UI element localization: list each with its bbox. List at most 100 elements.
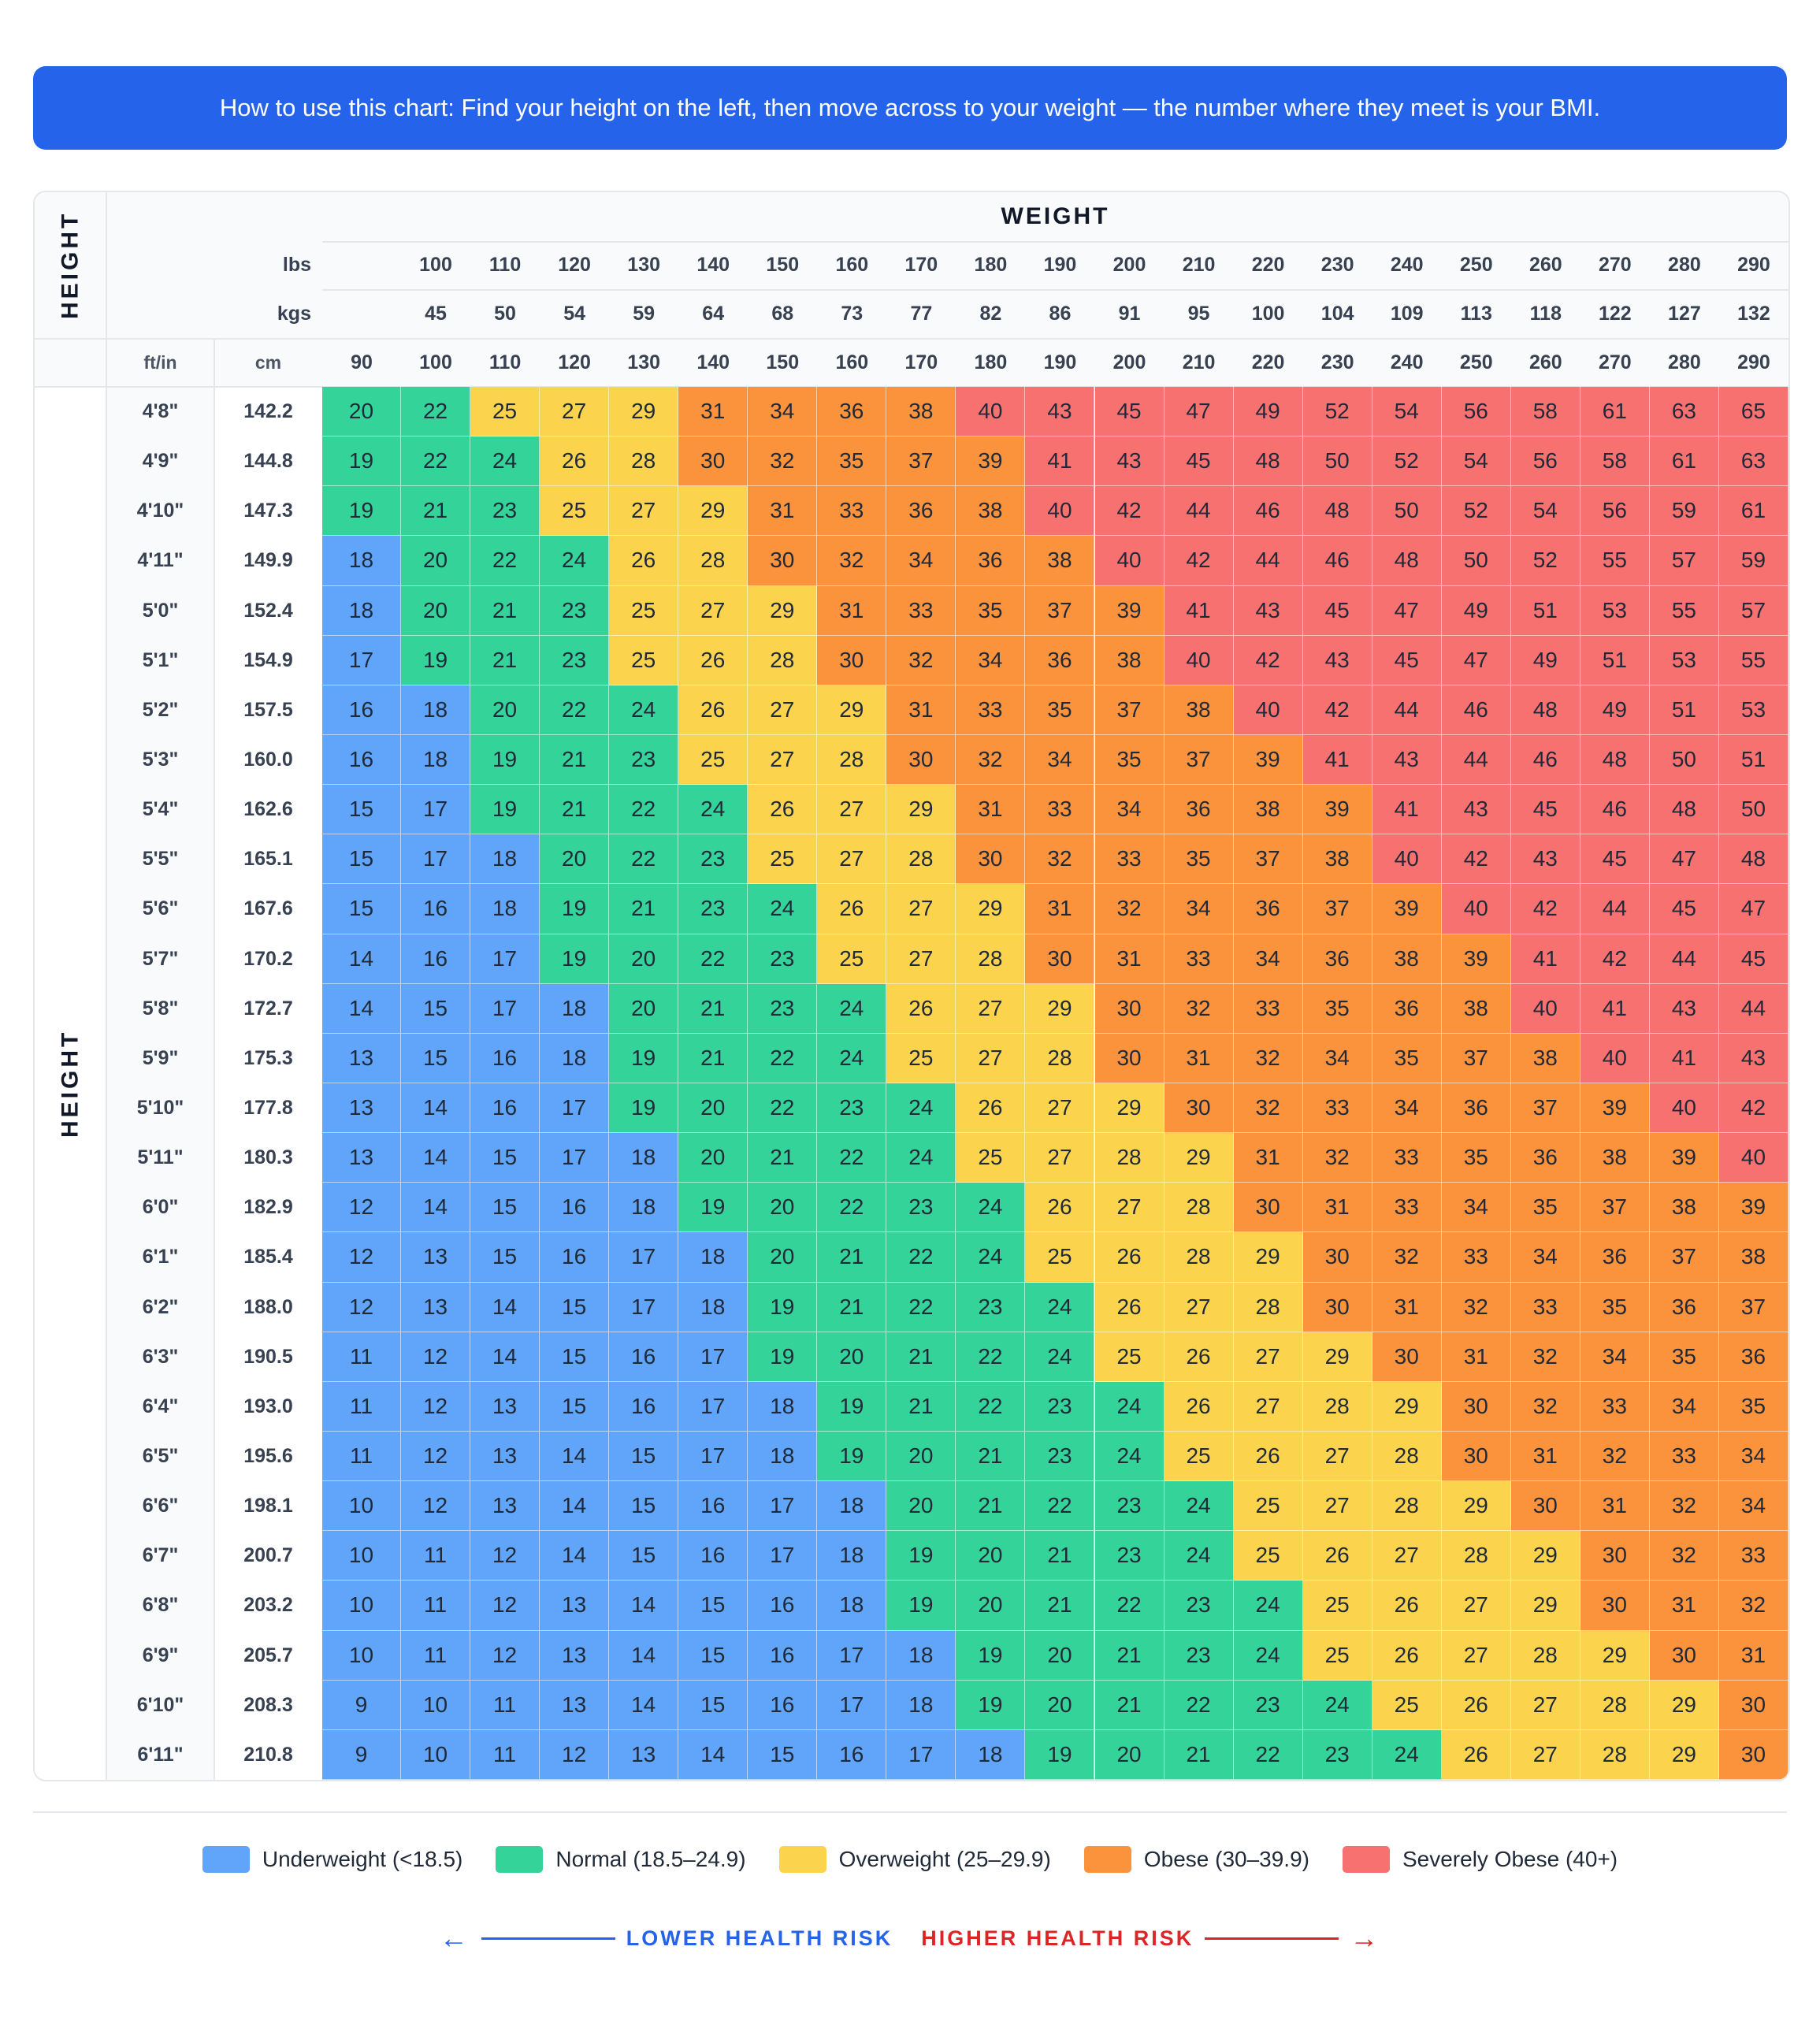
bmi-cell: 48 [1718, 834, 1788, 885]
bmi-cell: 29 [748, 585, 818, 636]
height-ftin-label: 5'8" [142, 997, 179, 1020]
weight-kgs-header: 127 [1668, 302, 1701, 325]
bmi-cell: 46 [1441, 685, 1511, 735]
bmi-cell: 22 [609, 834, 679, 885]
weight-kgs-header: 132 [1737, 302, 1770, 325]
bmi-cell: 28 [1164, 1232, 1234, 1283]
bmi-cell: 25 [609, 635, 679, 685]
bmi-cell: 25 [886, 1033, 956, 1083]
bmi-cell: 32 [1649, 1531, 1719, 1581]
legend-item: Severely Obese (40+) [1342, 1846, 1618, 1873]
bmi-cell: 16 [748, 1680, 818, 1730]
bmi-cell: 35 [1580, 1282, 1650, 1332]
bmi-cell: 33 [1510, 1282, 1580, 1332]
bmi-cell: 22 [956, 1332, 1026, 1382]
bmi-cell: 26 [1094, 1282, 1164, 1332]
bmi-cell: 37 [1649, 1232, 1719, 1283]
higher-risk-label: HIGHER HEALTH RISK [921, 1926, 1194, 1950]
bmi-cell: 17 [678, 1432, 748, 1482]
bmi-cell: 29 [1233, 1232, 1303, 1283]
height-cm-label: 154.9 [243, 648, 293, 671]
bmi-cell: 30 [886, 735, 956, 786]
weight-kgs-header: 95 [1187, 302, 1210, 325]
bmi-cell: 24 [886, 1083, 956, 1134]
bmi-cell: 54 [1372, 387, 1442, 437]
bmi-cell: 26 [1094, 1232, 1164, 1283]
bmi-cell: 18 [817, 1531, 887, 1581]
bmi-cell: 63 [1718, 436, 1788, 487]
bmi-cell: 19 [609, 1033, 679, 1083]
bmi-cell: 31 [1580, 1481, 1650, 1532]
bmi-cell: 52 [1372, 436, 1442, 487]
bmi-cell: 18 [470, 834, 540, 885]
bmi-cell: 20 [678, 1083, 748, 1134]
weight-lbs-header: 110 [488, 254, 522, 276]
bmi-cell: 31 [678, 387, 748, 437]
bmi-cell: 36 [817, 387, 887, 437]
bmi-cell: 22 [470, 536, 540, 586]
bmi-cell: 18 [470, 884, 540, 934]
bmi-cell: 24 [1233, 1581, 1303, 1631]
side-column-rule [106, 192, 107, 1780]
bmi-cell: 57 [1718, 585, 1788, 636]
bmi-cell: 37 [1164, 735, 1234, 786]
bmi-cell: 14 [401, 1183, 471, 1233]
bmi-cell: 32 [886, 635, 956, 685]
height-cm-label: 195.6 [243, 1445, 293, 1468]
bmi-cell: 52 [1302, 387, 1372, 437]
bmi-cell: 52 [1510, 536, 1580, 586]
height-cm-label: 160.0 [243, 748, 293, 771]
column-header: 240 [1390, 351, 1424, 373]
bmi-cell: 16 [609, 1381, 679, 1432]
bmi-cell: 14 [609, 1581, 679, 1631]
bmi-cell: 25 [1233, 1531, 1303, 1581]
bmi-cell: 13 [540, 1581, 610, 1631]
bmi-cell: 37 [886, 436, 956, 487]
bmi-cell: 36 [1025, 635, 1095, 685]
weight-kgs-header: 104 [1320, 302, 1354, 325]
bmi-cell: 26 [678, 685, 748, 735]
bmi-cell: 31 [886, 685, 956, 735]
bmi-cell: 35 [1025, 685, 1095, 735]
bmi-cell: 36 [1233, 884, 1303, 934]
bmi-cell: 14 [540, 1481, 610, 1532]
bmi-cell: 29 [1302, 1332, 1372, 1382]
bmi-grid: 20 22 25 27 29 31 34 36 38 40 43 45 47 49 52 54 56 58 61 63… [322, 387, 1788, 1780]
bmi-cell: 24 [678, 785, 748, 835]
bmi-cell: 40 [1372, 834, 1442, 885]
height-cm-label: 177.8 [243, 1097, 293, 1120]
bmi-cell: 25 [540, 486, 610, 537]
bmi-cell: 29 [609, 387, 679, 437]
bmi-cell: 33 [1164, 934, 1234, 984]
bmi-cell: 56 [1510, 436, 1580, 487]
height-ftin-label: 5'10" [136, 1097, 184, 1120]
bmi-cell: 21 [1025, 1531, 1095, 1581]
height-axis-title-top: HEIGHT [57, 210, 84, 320]
bmi-cell: 23 [540, 585, 610, 636]
bmi-cell: 27 [1233, 1381, 1303, 1432]
bmi-cell: 18 [817, 1581, 887, 1631]
bmi-cell: 13 [540, 1630, 610, 1681]
bmi-cell: 26 [886, 983, 956, 1034]
bmi-cell: 24 [1025, 1332, 1095, 1382]
bmi-cell: 35 [1164, 834, 1234, 885]
column-header: 170 [904, 351, 938, 373]
bmi-cell: 32 [1094, 884, 1164, 934]
instructions-text: How to use this chart: Find your height … [219, 94, 1601, 121]
height-ftin-label: 6'5" [142, 1445, 179, 1468]
bmi-cell: 47 [1441, 635, 1511, 685]
weight-lbs-header: 280 [1668, 254, 1701, 276]
bmi-cell: 18 [540, 983, 610, 1034]
bmi-cell: 19 [540, 884, 610, 934]
weight-kgs-header: 73 [841, 302, 864, 325]
height-cm-label: 175.3 [243, 1046, 293, 1069]
bmi-cell: 55 [1580, 536, 1650, 586]
bmi-cell: 19 [748, 1332, 818, 1382]
bmi-cell: 45 [1649, 884, 1719, 934]
height-ftin-label: 6'6" [142, 1495, 179, 1517]
bmi-cell: 21 [678, 983, 748, 1034]
bmi-cell: 34 [1718, 1432, 1788, 1482]
bmi-cell: 34 [748, 387, 818, 437]
bmi-cell: 43 [1233, 585, 1303, 636]
bmi-cell: 18 [748, 1381, 818, 1432]
